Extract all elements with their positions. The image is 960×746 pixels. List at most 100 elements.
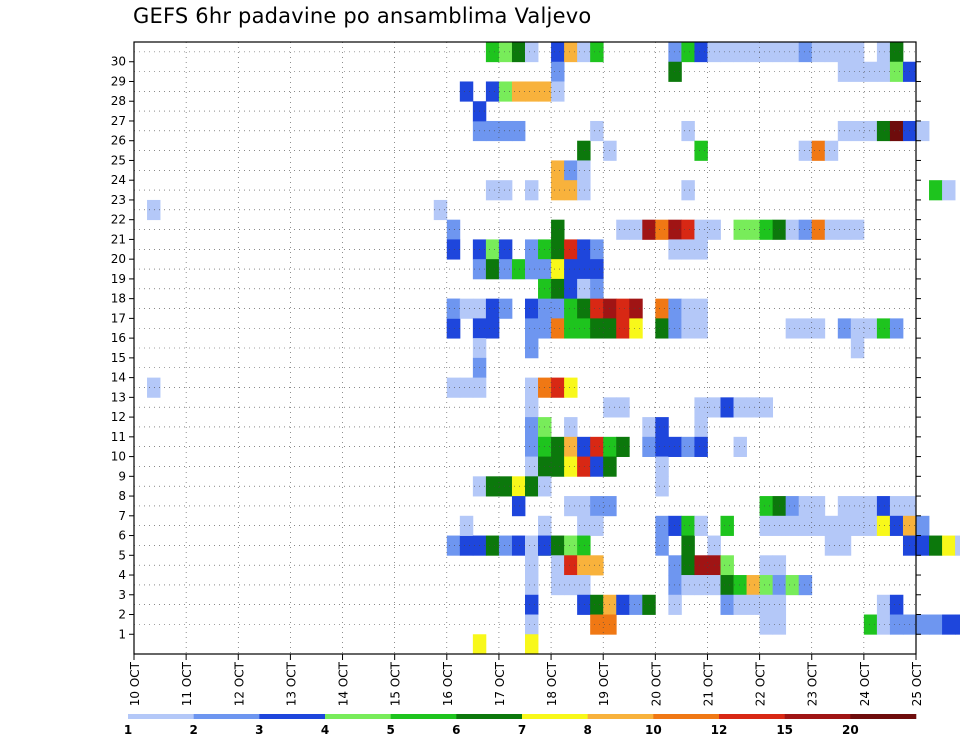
heatmap-cell [577,555,591,576]
heatmap-cell [876,515,891,536]
heatmap-cell [863,515,878,536]
y-tick-label: 17 [111,311,126,325]
heatmap-cell [525,417,539,438]
heatmap-cell [577,594,591,615]
heatmap-cell [824,535,839,556]
heatmap-cell [525,535,539,556]
heatmap-cell [876,61,891,82]
legend-label: 3 [255,723,263,737]
heatmap-cell [733,436,747,457]
heatmap-cell [525,318,539,339]
plot-frame [133,41,917,655]
heatmap-cell [485,535,500,556]
heatmap-cell [564,496,578,517]
heatmap-cell [551,436,565,457]
heatmap-cell [694,219,708,240]
heatmap-cell [564,180,578,201]
heatmap-cell [668,298,682,319]
y-tick-label: 30 [111,55,126,69]
legend-label: 6 [452,723,460,737]
heatmap-cell [577,298,591,319]
heatmap-cell [655,436,669,457]
heatmap-cell [681,298,695,319]
heatmap-cell [655,219,669,240]
heatmap-cell [681,180,695,201]
heatmap-cell [759,496,774,517]
heatmap-cell [668,594,682,615]
heatmap-cell [616,318,630,339]
heatmap-cell [564,239,578,260]
heatmap-cell [863,61,878,82]
heatmap-cell [551,180,565,201]
legend-swatch [456,714,523,719]
y-tick-label: 5 [118,548,126,562]
heatmap-cell [525,397,539,418]
heatmap-cell [446,318,461,339]
heatmap-cell [472,634,487,655]
heatmap-cell [694,298,708,319]
heatmap-cell [811,140,826,161]
x-tick-label: 18 OCT [545,661,559,706]
heatmap-cell [511,496,526,517]
legend-label: 1 [124,723,132,737]
heatmap-cell [590,436,604,457]
heatmap-cell [655,535,669,556]
heatmap-cell [564,318,578,339]
heatmap-cell [798,575,813,596]
heatmap-cell [681,318,695,339]
heatmap-cell [511,42,526,63]
heatmap-cell [824,515,839,536]
heatmap-cell [551,219,565,240]
heatmap-cell [863,318,878,339]
heatmap-cell [850,515,865,536]
heatmap-cell [498,239,513,260]
heatmap-cell [629,318,643,339]
heatmap-cell [590,318,604,339]
heatmap-cell [785,42,800,63]
heatmap-cell [498,42,513,63]
x-tick-label: 11 OCT [180,661,194,706]
heatmap-cell [446,298,461,319]
heatmap-cell [694,417,708,438]
heatmap-cell [694,555,708,576]
heatmap-cell [525,594,539,615]
heatmap-cell [929,535,943,556]
heatmap-cell [759,594,774,615]
heatmap-cell [616,436,630,457]
heatmap-cell [785,575,800,596]
heatmap-cell [577,456,591,477]
y-tick-label: 21 [111,232,126,246]
heatmap-cell [446,535,461,556]
heatmap-cell [498,298,513,319]
heatmap-cell [785,515,800,536]
heatmap-cell [485,318,500,339]
heatmap-cell [525,81,539,102]
heatmap-cell [746,219,760,240]
heatmap-cell [590,239,604,260]
heatmap-cell [551,259,565,280]
heatmap-cell [525,377,539,398]
heatmap-cell [942,180,956,201]
heatmap-cell [485,476,500,497]
heatmap-cell [681,219,695,240]
heatmap-cell [889,42,904,63]
y-tick-label: 7 [118,509,126,523]
heatmap-cell [459,377,474,398]
heatmap-cell [824,42,839,63]
x-tick-label: 21 OCT [701,661,715,706]
heatmap-cell [850,318,865,339]
heatmap-cell [889,120,904,142]
heatmap-cell [746,42,760,63]
y-tick-label: 2 [118,608,126,622]
heatmap-cell [798,318,813,339]
heatmap-cell [668,318,682,339]
heatmap-cell [564,160,578,181]
heatmap-cell [863,614,878,635]
heatmap-cell [525,614,539,635]
heatmap-cell [720,555,734,576]
heatmap-cell [525,634,539,655]
heatmap-cell [811,219,826,240]
heatmap-cell [525,436,539,457]
heatmap-cell [485,239,500,260]
